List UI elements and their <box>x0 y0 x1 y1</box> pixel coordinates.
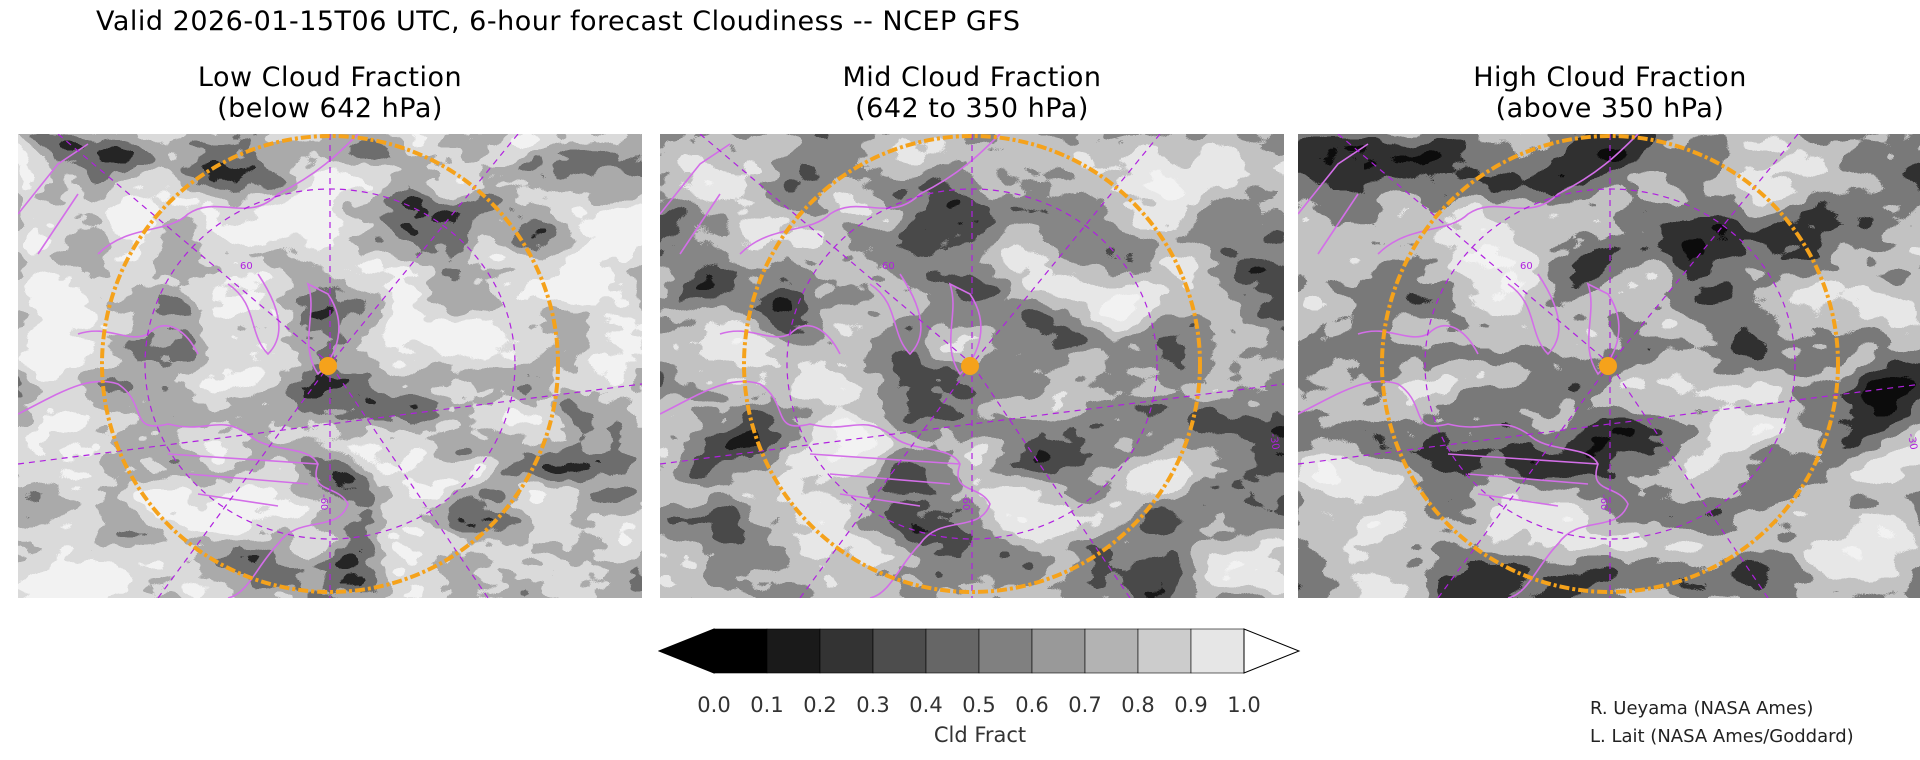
colorbar-tick-label: 0.6 <box>1015 693 1049 717</box>
credit-line2: L. Lait (NASA Ames/Goddard) <box>1590 726 1854 747</box>
panel-title-line2: (above 350 hPa) <box>1495 93 1725 124</box>
low-cloud-map: 60 -60 <box>18 134 642 598</box>
lon-label: -60 <box>960 494 971 510</box>
colorbar-segment <box>1190 628 1245 674</box>
colorbar-segment <box>1031 628 1086 674</box>
orange-range-ring <box>1380 134 1840 594</box>
panel-title-line1: High Cloud Fraction <box>1473 62 1747 93</box>
colorbar-tick-label: 0.9 <box>1174 693 1208 717</box>
orange-range-ring <box>100 134 560 594</box>
location-marker <box>1599 357 1617 375</box>
colorbar-segment <box>925 628 980 674</box>
colorbar-label: Cld Fract <box>933 723 1027 747</box>
colorbar-segment <box>713 628 768 674</box>
colorbar-tick-label: 1.0 <box>1227 693 1261 717</box>
panel-low-cloud: Low Cloud Fraction (below 642 hPa) <box>18 62 642 598</box>
colorbar-segment <box>1084 628 1139 674</box>
mid-cloud-map: 60 -60 -30 <box>660 134 1284 598</box>
orange-range-ring <box>742 134 1202 594</box>
colorbar-tick-label: 0.0 <box>697 693 731 717</box>
high-cloud-map: 60 -60 -30 <box>1298 134 1920 598</box>
coastlines <box>660 134 1001 598</box>
credit-line1: R. Ueyama (NASA Ames) <box>1590 698 1814 719</box>
lon-label: -30 <box>1267 433 1281 451</box>
colorbar <box>657 628 1306 678</box>
colorbar-segment <box>819 628 874 674</box>
panel-title-line1: Mid Cloud Fraction <box>842 62 1102 93</box>
colorbar-under-triangle <box>657 628 715 674</box>
lon-label: -60 <box>318 494 329 510</box>
lat-label: 60 <box>1520 261 1533 272</box>
panel-high-cloud: High Cloud Fraction (above 350 hPa) <box>1298 62 1920 598</box>
location-marker <box>319 357 337 375</box>
colorbar-tick-label: 0.3 <box>856 693 890 717</box>
panel-mid-cloud: Mid Cloud Fraction (642 to 350 hPa) <box>660 62 1284 598</box>
colorbar-segment <box>978 628 1033 674</box>
colorbar-segment <box>872 628 927 674</box>
lon-label: -30 <box>1905 433 1919 451</box>
coastlines <box>18 134 359 598</box>
colorbar-tick-label: 0.2 <box>803 693 837 717</box>
figure-title: Valid 2026-01-15T06 UTC, 6-hour forecast… <box>96 6 1021 37</box>
colorbar-over-triangle <box>1243 628 1301 674</box>
lat-label: 60 <box>240 261 253 272</box>
panel-title-line2: (642 to 350 hPa) <box>855 93 1089 124</box>
colorbar-segment <box>1137 628 1192 674</box>
colorbar-tick-label: 0.4 <box>909 693 943 717</box>
panel-title-line1: Low Cloud Fraction <box>197 62 463 93</box>
location-marker <box>961 357 979 375</box>
colorbar-tick-label: 0.7 <box>1068 693 1102 717</box>
colorbar-segment <box>766 628 821 674</box>
colorbar-tick-label: 0.1 <box>750 693 784 717</box>
lon-label: -60 <box>1598 494 1609 510</box>
colorbar-graphic <box>657 628 1301 674</box>
latlon-grid <box>1298 134 1920 598</box>
panel-title-line2: (below 642 hPa) <box>217 93 443 124</box>
colorbar-tick-label: 0.8 <box>1121 693 1155 717</box>
colorbar-tick-label: 0.5 <box>962 693 996 717</box>
lat-label: 60 <box>882 261 895 272</box>
